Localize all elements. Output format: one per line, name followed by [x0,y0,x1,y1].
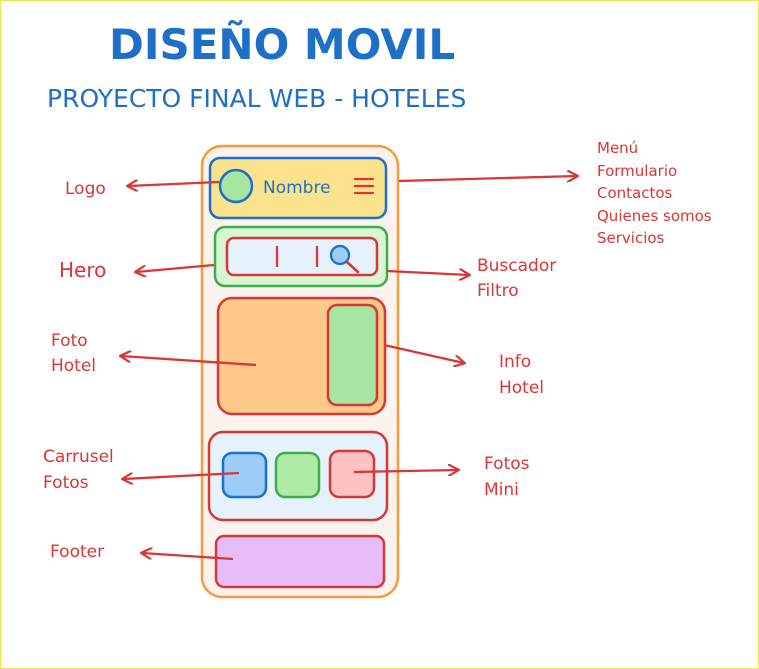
arrow-hero [136,263,215,272]
diagram-subtitle: PROYECTO FINAL WEB - HOTELES [47,84,466,113]
menu-item-formulario: Formulario [597,162,677,180]
mini-photo-3[interactable] [328,449,376,499]
arrow-carrusel [123,471,240,479]
diagram-title: DISEÑO MOVIL [109,19,455,69]
logo-circle [218,168,254,204]
header-name: Nombre [263,178,331,198]
menu-item-quienes-somos: Quienes somos [597,207,712,225]
label-fotos-mini-line2: Mini [484,480,519,500]
label-info-hotel-line2: Hotel [499,378,544,398]
arrow-logo [128,182,220,186]
label-footer: Footer [50,542,104,562]
arrow-menu [398,176,577,181]
label-carrusel-line1: Carrusel [43,447,114,467]
menu-item-menu: Menú [597,139,638,157]
label-logo: Logo [65,179,106,199]
label-info-hotel-line1: Info [499,352,531,372]
arrow-buscador [386,271,469,275]
footer-bar [214,534,386,589]
label-foto-hotel-line2: Hotel [51,356,96,376]
menu-item-contactos: Contactos [597,184,673,202]
magnifier-icon[interactable] [329,244,360,274]
arrow-info-hotel [383,343,464,363]
hotel-info-panel [326,303,379,407]
arrow-footer [142,553,234,561]
hamburger-icon[interactable] [353,177,375,195]
label-buscador-line2: Filtro [477,281,519,301]
label-foto-hotel-line1: Foto [51,331,88,351]
mini-photo-2[interactable] [274,451,321,499]
mini-photo-1[interactable] [221,451,268,499]
header-bar [208,156,388,220]
label-fotos-mini-line1: Fotos [484,454,530,474]
arrow-foto-hotel [121,356,257,367]
menu-item-servicios: Servicios [597,229,665,247]
label-carrusel-line2: Fotos [43,473,89,493]
label-buscador-line1: Buscador [477,256,556,276]
arrow-fotos-mini [353,470,458,472]
label-hero: Hero [59,258,106,282]
